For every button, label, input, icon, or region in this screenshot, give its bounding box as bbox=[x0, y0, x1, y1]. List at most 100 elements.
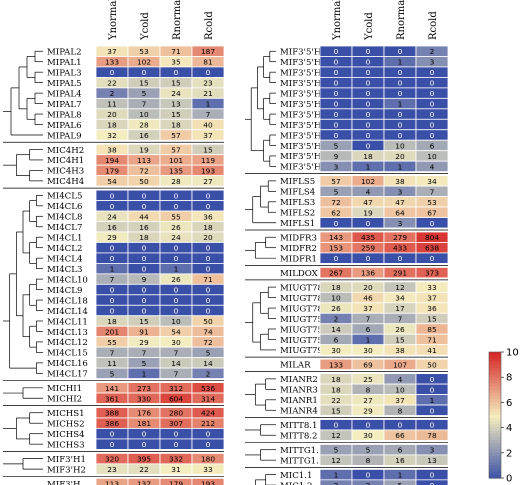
gene-label: MICHS2 bbox=[47, 420, 85, 430]
cell-value: 26 bbox=[331, 304, 341, 313]
cell-value: 373 bbox=[425, 269, 439, 278]
colorbar-segment bbox=[489, 370, 501, 375]
cell-value: 0 bbox=[334, 219, 339, 228]
gene-label: MI4CL12 bbox=[47, 338, 88, 348]
gene-label: MIC4H2 bbox=[47, 146, 84, 156]
column-header-rnormal: Rnormal bbox=[396, 0, 407, 40]
cell-value: 91 bbox=[139, 327, 149, 336]
cell-value: 102 bbox=[361, 177, 375, 186]
cell-value: 0 bbox=[334, 100, 339, 109]
cell-value: 433 bbox=[393, 244, 407, 253]
cell-value: 0 bbox=[142, 296, 147, 305]
cell-value: 6 bbox=[398, 446, 403, 455]
cell-value: 279 bbox=[393, 233, 407, 242]
colorbar-segment bbox=[489, 462, 501, 466]
colorbar-segment bbox=[489, 352, 501, 356]
cell-value: 78 bbox=[427, 431, 437, 440]
heatmap-cell bbox=[191, 367, 225, 379]
cell-value: 37 bbox=[395, 396, 405, 405]
cell-value: 7 bbox=[206, 110, 211, 119]
cell-value: 1 bbox=[366, 162, 371, 171]
column-header-rcold: Rcold bbox=[204, 11, 215, 40]
cell-value: 0 bbox=[142, 244, 147, 253]
cell-value: 0 bbox=[206, 68, 211, 77]
gene-label: MITTG1.2 bbox=[280, 456, 324, 466]
colorbar-segment bbox=[489, 380, 501, 385]
cell-value: 15 bbox=[171, 110, 181, 119]
cell-value: 0 bbox=[334, 131, 339, 140]
cell-value: 0 bbox=[174, 244, 179, 253]
gene-label: MIF3'5'H6 bbox=[280, 131, 327, 141]
cell-value: 14 bbox=[331, 325, 341, 334]
colorbar-segment bbox=[489, 471, 501, 476]
cell-value: 536 bbox=[201, 384, 215, 393]
gene-label: MI4CL4 bbox=[47, 254, 83, 264]
gene-label: MIF3'5'H1 bbox=[280, 152, 327, 162]
gene-label: MILDOX bbox=[280, 269, 319, 279]
cell-value: 0 bbox=[366, 58, 371, 67]
cell-value: 0 bbox=[430, 471, 435, 480]
cell-value: 37 bbox=[363, 304, 373, 313]
cell-value: 20 bbox=[363, 283, 373, 292]
cell-value: 4 bbox=[366, 187, 371, 196]
cell-value: 0 bbox=[366, 254, 371, 263]
gene-label: MIFLS5 bbox=[280, 177, 315, 187]
gene-label: MIPAL8 bbox=[47, 110, 82, 120]
cell-value: 141 bbox=[105, 384, 119, 393]
heatmap-cell bbox=[383, 479, 417, 485]
cell-value: 16 bbox=[395, 456, 405, 465]
cell-value: 135 bbox=[169, 166, 183, 175]
cell-value: 30 bbox=[171, 338, 181, 347]
heatmap-cell bbox=[415, 429, 449, 441]
colorbar-segment bbox=[489, 358, 501, 363]
cell-value: 101 bbox=[169, 156, 183, 165]
gene-label: MI4CL16 bbox=[47, 359, 88, 369]
gene-label: MI4CL17 bbox=[47, 370, 88, 380]
cell-value: 29 bbox=[139, 338, 149, 347]
heatmap-cell bbox=[415, 266, 449, 279]
cell-value: 5 bbox=[110, 369, 115, 378]
cell-value: 5 bbox=[334, 446, 339, 455]
cell-value: 0 bbox=[334, 421, 339, 430]
cell-value: 107 bbox=[393, 360, 407, 369]
cell-value: 57 bbox=[331, 177, 341, 186]
cell-value: 13 bbox=[427, 456, 437, 465]
cell-value: 0 bbox=[430, 219, 435, 228]
cell-value: 0 bbox=[206, 307, 211, 316]
cell-value: 0 bbox=[142, 440, 147, 449]
gene-label: MI4CL5 bbox=[47, 192, 82, 202]
cell-value: 0 bbox=[366, 421, 371, 430]
cell-value: 6 bbox=[334, 335, 339, 344]
cell-value: 0 bbox=[430, 89, 435, 98]
gene-label: MIUGT75C1.3 bbox=[280, 325, 343, 335]
cell-value: 7 bbox=[366, 315, 371, 324]
cell-value: 3 bbox=[430, 446, 435, 455]
gene-label: MIF3'5'H2 bbox=[280, 163, 327, 173]
cell-value: 26 bbox=[171, 223, 181, 232]
cell-value: 15 bbox=[331, 406, 341, 415]
gene-label: MIPAL1 bbox=[47, 58, 82, 68]
colorbar-segment bbox=[489, 374, 501, 378]
cell-value: 3 bbox=[334, 162, 339, 171]
cell-value: 10 bbox=[331, 294, 341, 303]
cell-value: 47 bbox=[395, 198, 405, 207]
cell-value: 0 bbox=[206, 286, 211, 295]
cell-value: 143 bbox=[329, 233, 343, 242]
cell-value: 0 bbox=[110, 254, 115, 263]
cell-value: 64 bbox=[395, 208, 405, 217]
cell-value: 11 bbox=[107, 100, 117, 109]
cell-value: 181 bbox=[137, 419, 151, 428]
gene-label: MI4CL2 bbox=[47, 244, 82, 254]
gene-label: MICHS1 bbox=[47, 409, 85, 419]
gene-label: MIF3'5'H11 bbox=[280, 89, 332, 99]
cell-value: 16 bbox=[107, 223, 117, 232]
gene-label: MIDFR3 bbox=[280, 234, 317, 244]
cell-value: 37 bbox=[107, 47, 117, 56]
cell-value: 18 bbox=[107, 121, 117, 130]
cell-value: 1 bbox=[142, 369, 147, 378]
heatmap-cell bbox=[415, 217, 449, 229]
cell-value: 47 bbox=[363, 198, 373, 207]
cell-value: 55 bbox=[171, 212, 181, 221]
